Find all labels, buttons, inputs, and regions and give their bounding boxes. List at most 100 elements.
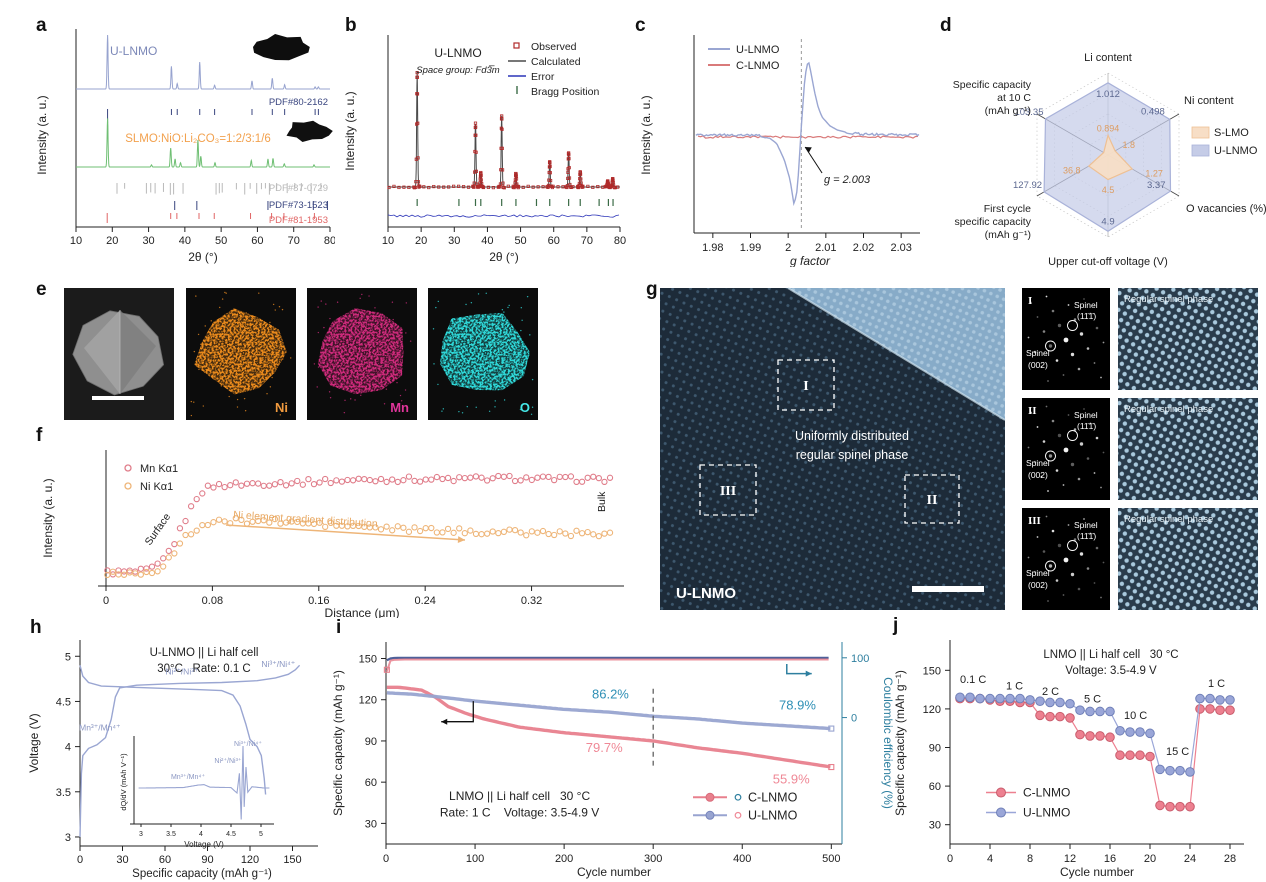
first-ce-marker xyxy=(383,666,390,673)
eds-speck xyxy=(317,366,320,368)
observed-point xyxy=(416,121,420,125)
eds-speck xyxy=(486,369,488,371)
region-box xyxy=(699,464,757,516)
u_vals-point xyxy=(1125,727,1135,737)
eds-speck xyxy=(531,378,534,381)
observed-point xyxy=(415,75,419,79)
trace-label-mixture: SLMO:NiO:Li₂CO₃=1:2/3:1/6 xyxy=(125,133,271,145)
u_vals-point xyxy=(1075,705,1085,715)
mn-point xyxy=(372,478,379,485)
fft-spot xyxy=(1051,419,1055,423)
u-lnmo-value: 103.35 xyxy=(1014,107,1043,118)
scale-bar xyxy=(912,586,984,592)
eds-speck xyxy=(488,410,491,412)
mn-point xyxy=(366,476,373,484)
observed-point xyxy=(556,185,560,189)
eds-speck xyxy=(332,337,335,340)
fft-spot xyxy=(1083,298,1085,300)
fft-spot xyxy=(1073,318,1077,321)
chart-text: 4 xyxy=(65,742,71,754)
fft-spot xyxy=(1067,414,1070,416)
ni-point xyxy=(310,520,318,528)
condition-note: LNMO || Li half cell 30 °C xyxy=(449,789,590,803)
mn-point xyxy=(204,482,212,489)
mn-point xyxy=(377,475,385,483)
mn-point xyxy=(411,477,418,485)
c_vals-point xyxy=(1035,710,1045,721)
x-axis-label: Specific capacity (mAh g⁻¹) xyxy=(132,868,272,880)
fft-spot xyxy=(1033,460,1037,464)
eds-speck xyxy=(363,350,365,352)
observed-point xyxy=(591,185,595,189)
observed-point xyxy=(521,185,525,189)
mn-point xyxy=(528,476,535,484)
mn-point xyxy=(573,478,580,486)
right-tick: 100 xyxy=(851,653,869,665)
eds-speck xyxy=(448,332,451,335)
powder-photo xyxy=(286,120,333,142)
ni-point xyxy=(221,518,228,525)
ni-point xyxy=(215,516,223,523)
chart-title: U-LNMO xyxy=(434,46,481,60)
chart-text: 0.32 xyxy=(521,595,542,607)
fft-spot xyxy=(1042,440,1046,443)
ni-point xyxy=(416,527,424,535)
observed-point xyxy=(596,185,600,189)
chart-text: 80 xyxy=(614,235,626,247)
ni-point xyxy=(260,517,267,524)
mn-point xyxy=(282,482,290,489)
fft-spot xyxy=(1051,529,1055,533)
eds-speck xyxy=(220,359,222,361)
mn-point xyxy=(506,472,513,480)
eds-speck xyxy=(323,326,325,329)
fft-spot xyxy=(1086,457,1090,460)
micrograph-Ni: Ni xyxy=(186,288,296,420)
eds-speck xyxy=(470,302,473,304)
mn-point xyxy=(394,478,401,486)
chart-text: 8 xyxy=(1027,853,1033,865)
fft-spot xyxy=(1048,564,1053,568)
mn-point xyxy=(171,540,178,548)
ni-point xyxy=(199,521,206,529)
eds-speck xyxy=(519,408,522,411)
eds-speck xyxy=(453,326,455,328)
observed-point xyxy=(561,185,565,189)
eds-speck xyxy=(354,399,356,401)
mn-point xyxy=(416,478,424,485)
ni-point xyxy=(562,530,569,537)
chart-line xyxy=(787,287,1006,421)
observed-point xyxy=(579,181,583,185)
u-lnmo-value: 4.9 xyxy=(1101,216,1114,227)
fft-spot xyxy=(1055,359,1059,362)
ni-point xyxy=(511,527,519,534)
u_vals-point xyxy=(1175,765,1185,776)
observed-point xyxy=(418,184,422,189)
eds-speck xyxy=(210,320,212,322)
observed-point xyxy=(422,185,426,189)
c_vals-point xyxy=(1195,704,1205,714)
ni-point xyxy=(545,530,552,538)
micrograph-sem xyxy=(64,288,174,420)
u_vals-point xyxy=(1025,695,1035,705)
chart-text: 20 xyxy=(1144,853,1156,865)
eds-speck xyxy=(328,391,331,393)
panel-j-rate: 30 60 90 120 150 0 4 8 12 16 20 24 28 Cycle number Spe… xyxy=(886,616,1266,880)
eds-speck xyxy=(281,308,284,311)
arrowhead xyxy=(457,536,465,544)
mn-point xyxy=(551,476,558,484)
chart-text: 20 xyxy=(415,235,427,247)
chart-text: 30 xyxy=(448,235,460,247)
ni-point xyxy=(266,519,273,526)
fft-spot xyxy=(1102,561,1105,564)
mn-point xyxy=(232,479,239,486)
mn-point xyxy=(523,474,530,481)
mn-point xyxy=(182,517,189,525)
ni-point xyxy=(590,531,597,538)
eds-speck xyxy=(206,339,208,341)
cycling-performance-chart: 30 60 90 120 150 0 100 200 300 400 500 100 0 Cycle nu… xyxy=(331,642,894,879)
eds-speck xyxy=(200,343,202,345)
mn-point xyxy=(288,480,295,487)
u_vals-point xyxy=(985,693,995,704)
observed-point xyxy=(514,174,518,178)
ni-point xyxy=(210,519,217,526)
